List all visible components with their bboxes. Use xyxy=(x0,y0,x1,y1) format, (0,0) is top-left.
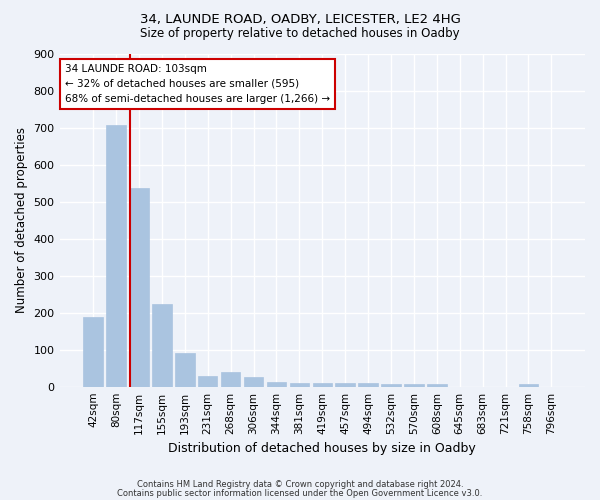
Y-axis label: Number of detached properties: Number of detached properties xyxy=(15,128,28,314)
Bar xyxy=(290,382,309,386)
Bar xyxy=(198,376,217,386)
Bar xyxy=(106,126,126,386)
Bar xyxy=(519,384,538,386)
Bar xyxy=(313,382,332,386)
Bar xyxy=(221,372,241,386)
Bar xyxy=(404,384,424,386)
Bar xyxy=(83,317,103,386)
Text: 34 LAUNDE ROAD: 103sqm
← 32% of detached houses are smaller (595)
68% of semi-de: 34 LAUNDE ROAD: 103sqm ← 32% of detached… xyxy=(65,64,330,104)
Bar xyxy=(244,378,263,386)
Bar xyxy=(267,382,286,386)
Bar xyxy=(175,353,194,386)
Text: Contains HM Land Registry data © Crown copyright and database right 2024.: Contains HM Land Registry data © Crown c… xyxy=(137,480,463,489)
Bar xyxy=(129,188,149,386)
Bar xyxy=(427,384,446,386)
Bar xyxy=(335,383,355,386)
Bar xyxy=(358,383,378,386)
Text: Contains public sector information licensed under the Open Government Licence v3: Contains public sector information licen… xyxy=(118,488,482,498)
X-axis label: Distribution of detached houses by size in Oadby: Distribution of detached houses by size … xyxy=(169,442,476,455)
Text: Size of property relative to detached houses in Oadby: Size of property relative to detached ho… xyxy=(140,28,460,40)
Text: 34, LAUNDE ROAD, OADBY, LEICESTER, LE2 4HG: 34, LAUNDE ROAD, OADBY, LEICESTER, LE2 4… xyxy=(140,12,460,26)
Bar xyxy=(381,384,401,386)
Bar xyxy=(152,304,172,386)
